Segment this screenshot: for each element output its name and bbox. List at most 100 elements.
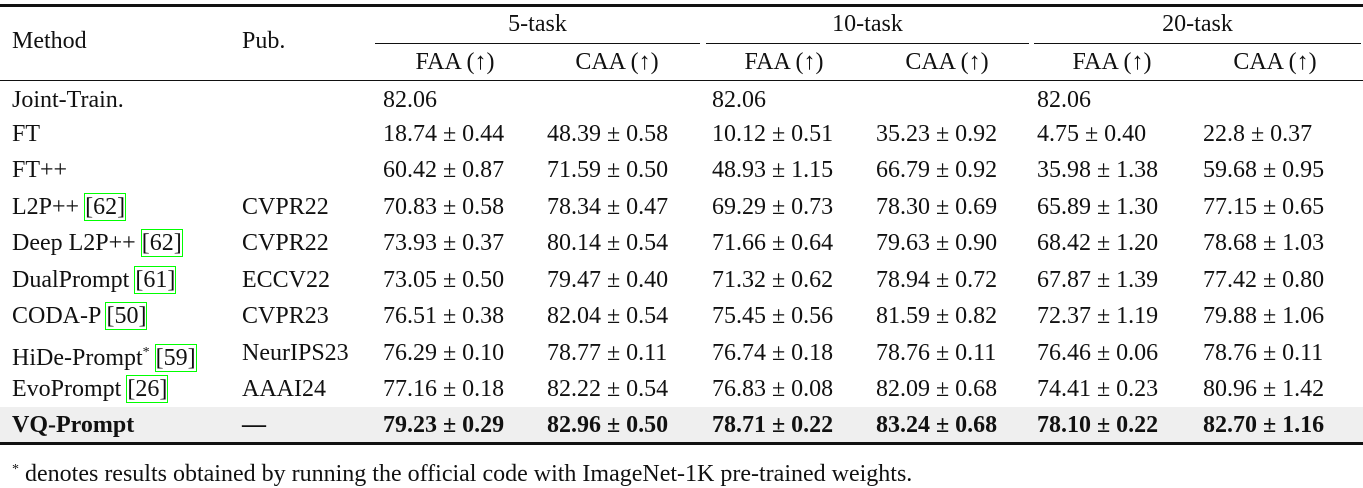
header-group: 10-task xyxy=(832,11,903,37)
value-cell: 82.04 ± 0.54 xyxy=(547,303,669,329)
value-cell: 82.06 xyxy=(383,87,437,113)
method-name: CODA-P xyxy=(12,303,101,329)
method-name: Joint-Train. xyxy=(12,87,124,113)
value-cell: 69.29 ± 0.73 xyxy=(712,194,834,220)
method-name: EvoPrompt xyxy=(12,376,122,402)
value-cell: 71.66 ± 0.64 xyxy=(712,230,834,256)
method-cell: DualPrompt [61] xyxy=(12,266,177,294)
pub-cell: AAAI24 xyxy=(242,376,326,402)
header-subheader: FAA (↑) xyxy=(1072,49,1152,75)
value-cell: 70.83 ± 0.58 xyxy=(383,194,505,220)
value-cell: 48.93 ± 1.15 xyxy=(712,157,834,183)
header-method: Method xyxy=(12,28,87,54)
value-cell: 59.68 ± 0.95 xyxy=(1203,157,1325,183)
header-subheader: CAA (↑) xyxy=(1233,49,1317,75)
value-cell: 82.06 xyxy=(1037,87,1091,113)
value-cell: 82.09 ± 0.68 xyxy=(876,376,998,402)
value-cell: 77.16 ± 0.18 xyxy=(383,376,505,402)
citation[interactable]: [26] xyxy=(126,375,169,403)
value-cell: 82.22 ± 0.54 xyxy=(547,376,669,402)
value-cell: 79.23 ± 0.29 xyxy=(383,412,505,438)
value-cell: 80.14 ± 0.54 xyxy=(547,230,669,256)
pub-cell: ECCV22 xyxy=(242,267,331,293)
value-cell: 76.46 ± 0.06 xyxy=(1037,340,1159,366)
value-cell: 78.76 ± 0.11 xyxy=(876,340,997,366)
method-name: VQ-Prompt xyxy=(12,412,135,438)
footnote: * denotes results obtained by running th… xyxy=(12,456,912,488)
value-cell: 35.98 ± 1.38 xyxy=(1037,157,1159,183)
rule xyxy=(1034,43,1361,44)
value-cell: 35.23 ± 0.92 xyxy=(876,121,998,147)
citation[interactable]: [50] xyxy=(105,302,148,330)
value-cell: 80.96 ± 1.42 xyxy=(1203,376,1325,402)
value-cell: 75.45 ± 0.56 xyxy=(712,303,834,329)
value-cell: 79.63 ± 0.90 xyxy=(876,230,998,256)
footnote-text: denotes results obtained by running the … xyxy=(25,461,913,487)
value-cell: 78.76 ± 0.11 xyxy=(1203,340,1324,366)
pub-cell: — xyxy=(242,412,266,438)
pub-cell: NeurIPS23 xyxy=(242,340,349,366)
value-cell: 68.42 ± 1.20 xyxy=(1037,230,1159,256)
header-group: 5-task xyxy=(508,11,567,37)
header-subheader: CAA (↑) xyxy=(905,49,989,75)
value-cell: 18.74 ± 0.44 xyxy=(383,121,505,147)
method-name: DualPrompt xyxy=(12,267,130,293)
method-cell: Deep L2P++ [62] xyxy=(12,229,183,257)
citation[interactable]: [62] xyxy=(84,193,127,221)
pub-cell: CVPR22 xyxy=(242,230,329,256)
value-cell: 10.12 ± 0.51 xyxy=(712,121,834,147)
value-cell: 66.79 ± 0.92 xyxy=(876,157,998,183)
value-cell: 60.42 ± 0.87 xyxy=(383,157,505,183)
citation[interactable]: [59] xyxy=(154,344,197,372)
method-cell: CODA-P [50] xyxy=(12,302,148,330)
superscript-mark: * xyxy=(142,345,150,360)
method-cell: L2P++ [62] xyxy=(12,193,127,221)
value-cell: 65.89 ± 1.30 xyxy=(1037,194,1159,220)
row-highlight xyxy=(0,407,1363,443)
value-cell: 78.34 ± 0.47 xyxy=(547,194,669,220)
header-subheader: FAA (↑) xyxy=(415,49,495,75)
method-cell: HiDe-Prompt* [59] xyxy=(12,339,197,372)
method-name: L2P++ xyxy=(12,194,80,220)
method-cell: EvoPrompt [26] xyxy=(12,375,169,403)
method-name: FT xyxy=(12,121,41,147)
rule xyxy=(0,80,1363,81)
value-cell: 48.39 ± 0.58 xyxy=(547,121,669,147)
value-cell: 71.59 ± 0.50 xyxy=(547,157,669,183)
rule xyxy=(706,43,1029,44)
value-cell: 78.71 ± 0.22 xyxy=(712,412,834,438)
header-subheader: FAA (↑) xyxy=(744,49,824,75)
method-cell: Joint-Train. xyxy=(12,86,124,114)
value-cell: 74.41 ± 0.23 xyxy=(1037,376,1159,402)
method-name: HiDe-Prompt xyxy=(12,345,143,371)
value-cell: 78.10 ± 0.22 xyxy=(1037,412,1159,438)
value-cell: 71.32 ± 0.62 xyxy=(712,267,834,293)
value-cell: 76.51 ± 0.38 xyxy=(383,303,505,329)
value-cell: 82.96 ± 0.50 xyxy=(547,412,669,438)
value-cell: 76.29 ± 0.10 xyxy=(383,340,505,366)
value-cell: 78.94 ± 0.72 xyxy=(876,267,998,293)
value-cell: 72.37 ± 1.19 xyxy=(1037,303,1159,329)
value-cell: 78.30 ± 0.69 xyxy=(876,194,998,220)
rule xyxy=(375,43,700,44)
pub-cell: CVPR22 xyxy=(242,194,329,220)
header-pub: Pub. xyxy=(242,28,286,54)
citation[interactable]: [62] xyxy=(140,229,183,257)
value-cell: 79.88 ± 1.06 xyxy=(1203,303,1325,329)
value-cell: 78.68 ± 1.03 xyxy=(1203,230,1325,256)
value-cell: 81.59 ± 0.82 xyxy=(876,303,998,329)
value-cell: 76.83 ± 0.08 xyxy=(712,376,834,402)
method-cell: VQ-Prompt xyxy=(12,411,134,439)
value-cell: 22.8 ± 0.37 xyxy=(1203,121,1313,147)
rule xyxy=(0,442,1363,445)
method-name: Deep L2P++ xyxy=(12,230,136,256)
header-group: 20-task xyxy=(1162,11,1233,37)
value-cell: 79.47 ± 0.40 xyxy=(547,267,669,293)
value-cell: 67.87 ± 1.39 xyxy=(1037,267,1159,293)
citation[interactable]: [61] xyxy=(134,266,177,294)
value-cell: 73.05 ± 0.50 xyxy=(383,267,505,293)
value-cell: 83.24 ± 0.68 xyxy=(876,412,998,438)
method-cell: FT xyxy=(12,120,40,148)
value-cell: 82.70 ± 1.16 xyxy=(1203,412,1325,438)
